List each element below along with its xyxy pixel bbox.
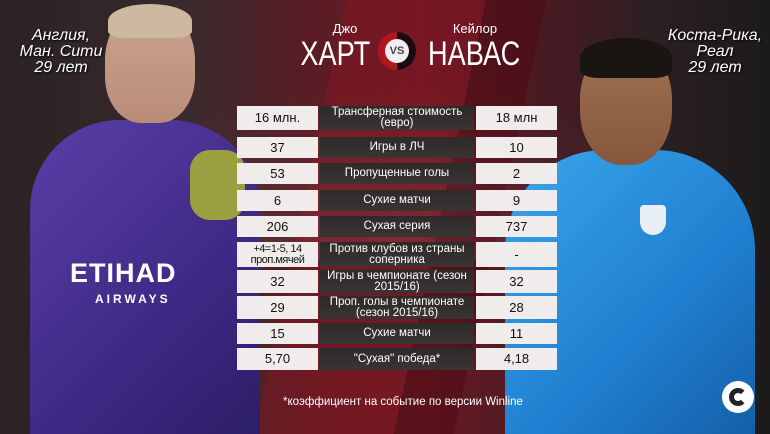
table-row: 206 Сухая серия 737	[237, 216, 557, 237]
left-value: 53	[237, 163, 318, 184]
jersey-sponsor: ETIHAD	[70, 258, 177, 288]
left-value: 5,70	[237, 348, 318, 370]
right-value: 9	[476, 190, 557, 211]
left-value: 16 млн.	[237, 106, 318, 130]
left-first-name: Джо	[332, 21, 358, 36]
right-value: 737	[476, 216, 557, 237]
left-club: Ман. Сити	[19, 43, 103, 60]
right-value: 28	[476, 296, 557, 319]
stat-label: Игры в чемпионате (сезон 2015/16)	[320, 270, 474, 293]
right-club: Реал	[696, 43, 734, 60]
left-last-name: ХАРТ	[300, 35, 371, 73]
stat-label: Сухая серия	[320, 216, 474, 237]
table-row: 6 Сухие матчи 9	[237, 190, 557, 211]
table-row: 15 Сухие матчи 11	[237, 323, 557, 344]
stat-label: Игры в ЛЧ	[320, 137, 474, 158]
stat-label: Трансферная стоимость (евро)	[320, 106, 474, 130]
site-logo-icon	[722, 381, 754, 413]
right-value: 18 млн	[476, 106, 557, 130]
right-value: 10	[476, 137, 557, 158]
left-value: 6	[237, 190, 318, 211]
left-value: +4=1-5, 14 проп.мячей	[237, 242, 318, 267]
stat-label: Пропущенные голы	[320, 163, 474, 184]
right-value: 32	[476, 270, 557, 293]
table-row: 5,70 "Сухая" победа* 4,18	[237, 348, 557, 370]
right-country: Коста-Рика,	[667, 27, 763, 44]
right-first-name: Кейлор	[452, 21, 498, 36]
jersey-sponsor-sub: AIRWAYS	[95, 292, 171, 306]
stat-label: "Сухая" победа*	[320, 348, 474, 370]
table-row: 29 Проп. голы в чемпионате (сезон 2015/1…	[237, 296, 557, 319]
stat-label: Сухие матчи	[320, 190, 474, 211]
goalkeeper-glove	[190, 150, 245, 220]
stat-label: Проп. голы в чемпионате (сезон 2015/16)	[320, 296, 474, 319]
left-value: 206	[237, 216, 318, 237]
table-row: 53 Пропущенные голы 2	[237, 163, 557, 184]
table-row: 32 Игры в чемпионате (сезон 2015/16) 32	[237, 270, 557, 293]
left-value: 37	[237, 137, 318, 158]
left-player-caption: Англия, Ман. Сити 29 лет	[16, 28, 106, 76]
right-value: 2	[476, 163, 557, 184]
left-value: 29	[237, 296, 318, 319]
stat-label: Сухие матчи	[320, 323, 474, 344]
right-age: 29 лет	[688, 59, 742, 76]
right-player-hair	[580, 38, 672, 78]
table-row: +4=1-5, 14 проп.мячей Против клубов из с…	[237, 242, 557, 267]
left-value: 15	[237, 323, 318, 344]
left-age: 29 лет	[34, 59, 88, 76]
vs-icon: VS	[378, 32, 416, 70]
table-row: 37 Игры в ЛЧ 10	[237, 137, 557, 158]
footnote: *коэффициент на событие по версии Winlin…	[283, 396, 523, 408]
right-value: 11	[476, 323, 557, 344]
left-country: Англия,	[31, 27, 91, 44]
right-value: 4,18	[476, 348, 557, 370]
vs-label: VS	[385, 39, 409, 63]
right-last-name: НАВАС	[428, 35, 521, 73]
left-value: 32	[237, 270, 318, 293]
real-madrid-crest-icon	[640, 205, 666, 235]
left-player-hair	[108, 4, 192, 38]
right-player-caption: Коста-Рика, Реал 29 лет	[660, 28, 770, 76]
table-row: 16 млн. Трансферная стоимость (евро) 18 …	[237, 106, 557, 130]
right-value: -	[476, 242, 557, 267]
stat-label: Против клубов из страны соперника	[320, 242, 474, 267]
